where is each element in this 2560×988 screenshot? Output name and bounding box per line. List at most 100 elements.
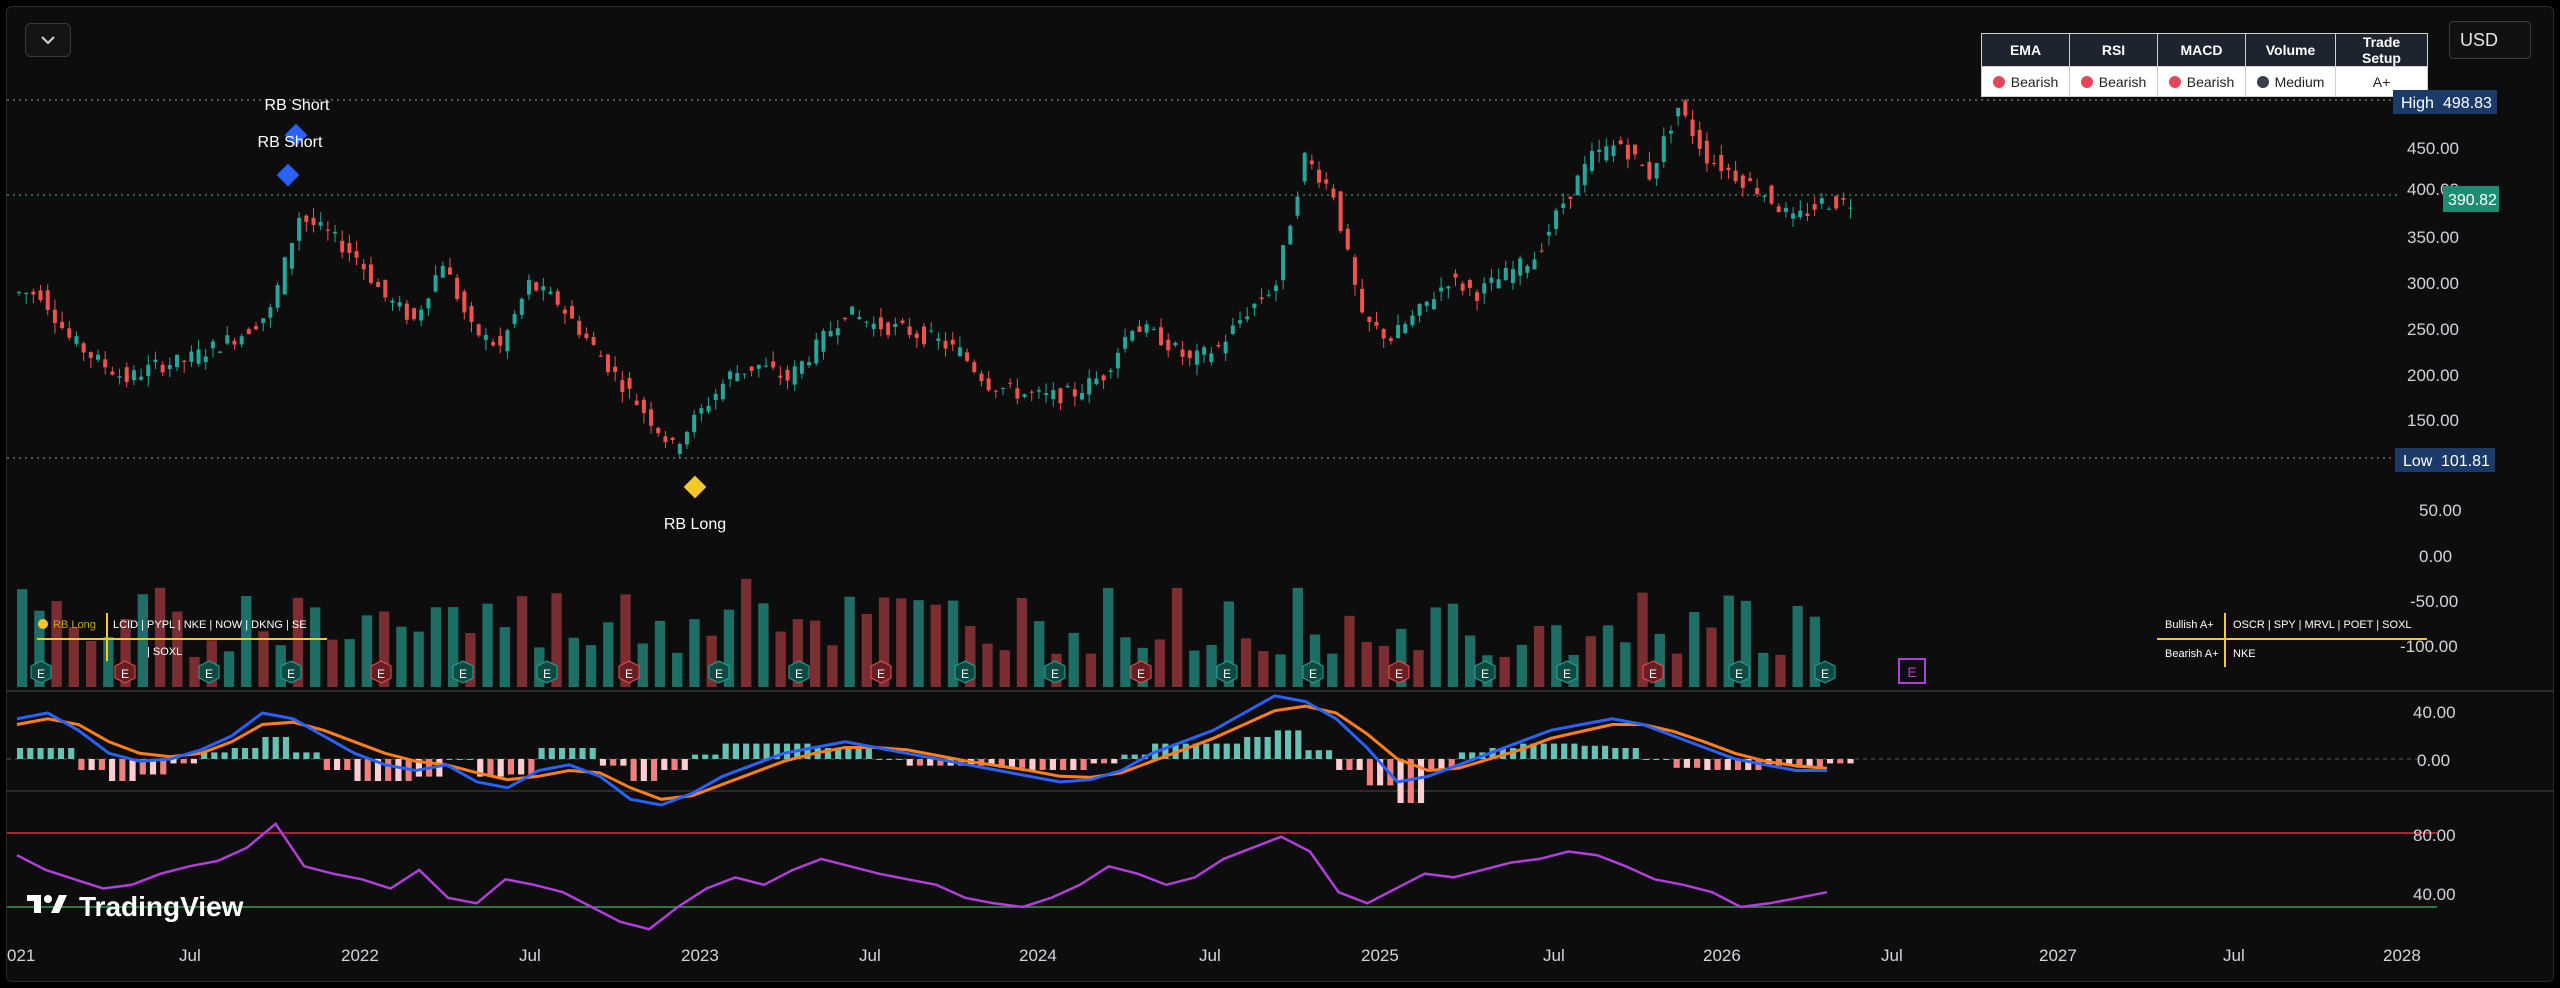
macd-histogram-bar [1550, 743, 1558, 759]
candle-body [311, 217, 316, 226]
candle-body [440, 265, 445, 278]
volume-bar [1430, 607, 1441, 687]
volume-bar [310, 607, 321, 687]
earnings-marker[interactable]: E [1216, 660, 1238, 684]
volume-bar [258, 631, 269, 687]
rb-short-marker-upper [284, 123, 308, 147]
macd-histogram-bar [855, 748, 862, 759]
earnings-marker[interactable]: E [198, 660, 220, 684]
candle-body [663, 436, 668, 443]
candle-body [965, 352, 970, 361]
earnings-marker[interactable]: E [1556, 660, 1578, 684]
earnings-letter: E [1563, 667, 1571, 681]
earnings-marker[interactable]: E [30, 660, 52, 684]
legend-left-title: RB Long [53, 619, 96, 631]
earnings-marker[interactable]: E [788, 660, 810, 684]
volume-bar [1568, 654, 1579, 687]
earnings-marker[interactable]: E [954, 660, 976, 684]
candle-body [218, 351, 223, 353]
macd-histogram-bar [548, 748, 555, 759]
earnings-marker[interactable]: E [280, 660, 302, 684]
earnings-marker[interactable]: E [870, 660, 892, 684]
volume-bar [827, 645, 838, 687]
low-tag-value-bg [2433, 448, 2495, 472]
candle-body [1812, 204, 1817, 210]
candle-body [821, 331, 826, 352]
volume-bar [1292, 587, 1303, 687]
currency-selector[interactable]: USD [2449, 21, 2531, 59]
macd-histogram-bar [773, 743, 780, 759]
earnings-marker[interactable]: E [1728, 660, 1750, 684]
macd-histogram-bar [1469, 752, 1476, 759]
earnings-marker[interactable]: E [536, 660, 558, 684]
earnings-marker[interactable]: E [370, 660, 392, 684]
signal-header-ema: EMA [1981, 33, 2070, 67]
chart-canvas[interactable]: RB Short RB Short RB Long RB Long LCID |… [7, 7, 2554, 982]
low-tag-value: 101.81 [2441, 453, 2490, 470]
candle-body [763, 365, 768, 367]
candle-body [1374, 321, 1379, 326]
macd-histogram-bar [1295, 730, 1302, 759]
candle-body [210, 341, 215, 349]
high-tag-label: High [2401, 95, 2434, 112]
candle-body [376, 282, 381, 287]
macd-histogram-bar [1356, 759, 1363, 770]
medium-dot-icon [2256, 75, 2269, 88]
candle-body [1381, 328, 1386, 339]
volume-bar [327, 639, 338, 687]
earnings-marker[interactable]: E [114, 660, 136, 684]
legend-bearish-label: Bearish A+ [2165, 648, 2219, 660]
macd-histogram-bar [1366, 759, 1373, 786]
earnings-marker[interactable]: E [1814, 660, 1836, 684]
macd-histogram-bar [937, 759, 944, 766]
earnings-marker[interactable]: E [1388, 660, 1410, 684]
candle-body [361, 264, 366, 270]
time-tick: 2027 [2039, 946, 2077, 965]
price-tick: 0.00 [2419, 547, 2452, 566]
macd-histogram-bar [293, 752, 300, 759]
candle-body [1001, 388, 1006, 390]
candle-body [828, 331, 833, 337]
earnings-marker[interactable]: E [1474, 660, 1496, 684]
macd-histogram-bar [1765, 759, 1772, 766]
earnings-marker[interactable]: E [1642, 660, 1664, 684]
earnings-marker-upcoming[interactable]: E [1898, 658, 1926, 684]
macd-histogram-bar [691, 754, 699, 759]
candle-body [814, 339, 819, 364]
macd-histogram-bar [804, 743, 811, 759]
collapse-toolbar-button[interactable] [25, 23, 71, 57]
earnings-marker[interactable]: E [452, 660, 474, 684]
macd-histogram-bar [865, 748, 872, 759]
macd-histogram-bar [1029, 759, 1036, 770]
macd-histogram-bar [518, 759, 525, 775]
legend-bullish-text: OSCR | SPY | MRVL | POET | SOXL [2233, 619, 2412, 631]
time-tick: Jul [859, 946, 881, 965]
earnings-marker[interactable]: E [1044, 660, 1066, 684]
macd-histogram-bar [109, 759, 116, 781]
macd-histogram-bar [415, 759, 422, 777]
earnings-marker[interactable]: E [708, 660, 730, 684]
candle-body [792, 366, 797, 385]
volume-bar [1206, 644, 1217, 687]
macd-histogram-bar [875, 759, 883, 760]
earnings-marker[interactable]: E [1302, 660, 1324, 684]
candle-body [275, 285, 280, 308]
time-axis: 021 Jul 2022 Jul 2023 Jul 2024 Jul 2025 … [7, 946, 2421, 965]
candle-body [110, 371, 115, 375]
candle-body [1654, 163, 1659, 179]
candle-body [1417, 304, 1422, 316]
volume-bar [1706, 627, 1717, 687]
candle-body [1532, 259, 1537, 270]
earnings-marker[interactable]: E [618, 660, 640, 684]
earnings-marker[interactable]: E [1130, 660, 1152, 684]
candle-body [620, 380, 625, 392]
time-tick: Jul [519, 946, 541, 965]
macd-histogram-bar [1182, 743, 1189, 759]
rb-short-label-upper: RB Short [265, 97, 330, 114]
candle-body [735, 373, 740, 382]
time-tick: 2026 [1703, 946, 1741, 965]
macd-histogram-bar [1152, 743, 1159, 759]
candle-body [282, 257, 287, 295]
earnings-letter: E [1051, 667, 1059, 681]
macd-histogram-bar [681, 759, 688, 770]
